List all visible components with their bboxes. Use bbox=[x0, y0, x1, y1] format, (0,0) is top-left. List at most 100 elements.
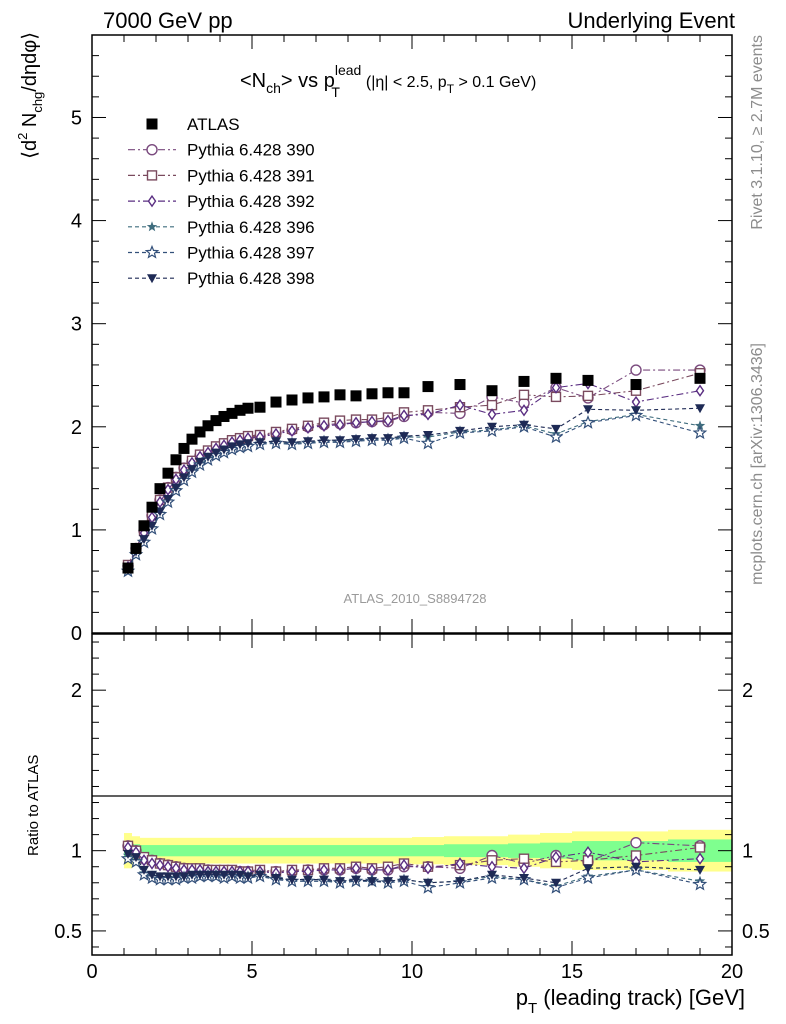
ratio-point-pythia-6-428-398 bbox=[287, 875, 297, 885]
point-atlas bbox=[218, 410, 230, 422]
title-cuts-sub: T bbox=[447, 82, 455, 96]
legend-label-pythia-6-428-390: Pythia 6.428 390 bbox=[187, 141, 315, 160]
point-atlas bbox=[398, 387, 410, 399]
series-line-pythia-6-428-390 bbox=[127, 369, 700, 567]
point-pythia-6-428-396 bbox=[694, 420, 706, 431]
point-pythia-6-428-398 bbox=[139, 535, 149, 545]
ratio-point-pythia-6-428-398 bbox=[163, 872, 173, 882]
ylabel-part-2: N bbox=[19, 113, 41, 133]
point-pythia-6-428-392 bbox=[519, 404, 529, 417]
top-y-tick-label: 3 bbox=[71, 314, 82, 336]
ratio-point-pythia-6-428-398 bbox=[335, 877, 345, 887]
ylabel-part-1: 2 bbox=[15, 133, 30, 140]
ratio-point-pythia-6-428-398 bbox=[123, 849, 133, 859]
ratio-point-pythia-6-428-390 bbox=[630, 836, 642, 849]
mcplots-text: mcplots.cern.ch [arXiv:1306.3436] bbox=[749, 343, 766, 585]
point-atlas bbox=[582, 374, 594, 386]
legend-marker-pythia-6-428-398 bbox=[147, 274, 157, 284]
point-pythia-6-428-398 bbox=[455, 426, 465, 436]
plot-title: <Nch> vs plead T(|η| < 2.5, pT > 0.1 GeV) bbox=[240, 62, 536, 100]
ratio-panel-data bbox=[120, 836, 708, 894]
point-pythia-6-428-397 bbox=[420, 435, 436, 450]
ratio-point-pythia-6-428-398 bbox=[243, 872, 253, 882]
point-pythia-6-428-392 bbox=[287, 424, 297, 438]
point-pythia-6-428-398 bbox=[319, 436, 329, 446]
legend-marker-atlas bbox=[146, 118, 158, 130]
ratio-point-pythia-6-428-398 bbox=[219, 870, 229, 880]
top-panel-data bbox=[120, 364, 708, 578]
ratio-point-pythia-6-428-398 bbox=[695, 865, 705, 875]
x-tick-label: 15 bbox=[561, 961, 583, 983]
point-pythia-6-428-392 bbox=[631, 395, 641, 409]
series-line-pythia-6-428-392 bbox=[127, 382, 701, 568]
ratio-y-tick-label-right: 1 bbox=[742, 841, 753, 863]
header-left: 7000 GeV pp bbox=[103, 8, 233, 33]
point-atlas bbox=[318, 391, 330, 403]
point-pythia-6-428-398 bbox=[399, 432, 409, 442]
ratio-y-tick-label: 2 bbox=[71, 680, 82, 702]
ratio-point-pythia-6-428-398 bbox=[179, 872, 189, 882]
ratio-point-pythia-6-428-398 bbox=[631, 862, 641, 872]
point-pythia-6-428-392 bbox=[551, 381, 561, 394]
point-atlas bbox=[366, 388, 378, 400]
point-pythia-6-428-392 bbox=[367, 415, 377, 428]
ratio-point-pythia-6-428-392 bbox=[351, 862, 361, 875]
point-pythia-6-428-398 bbox=[163, 494, 173, 504]
ratio-point-pythia-6-428-398 bbox=[319, 875, 329, 885]
point-pythia-6-428-398 bbox=[695, 404, 705, 414]
header-right: Underlying Event bbox=[567, 8, 735, 33]
point-atlas bbox=[146, 501, 158, 513]
point-atlas bbox=[550, 372, 562, 384]
ratio-point-pythia-6-428-392 bbox=[399, 858, 409, 872]
ratio-line-pythia-6-428-392 bbox=[127, 847, 701, 874]
ratio-point-pythia-6-428-398 bbox=[195, 870, 205, 880]
title-cuts: (|η| < 2.5, p bbox=[366, 74, 447, 91]
ratio-y-tick-label-right: 0.5 bbox=[742, 921, 770, 943]
point-pythia-6-428-390 bbox=[630, 364, 642, 376]
point-pythia-6-428-398 bbox=[271, 437, 281, 447]
ratio-point-pythia-6-428-398 bbox=[139, 865, 149, 875]
point-pythia-6-428-398 bbox=[235, 440, 245, 450]
legend-label-pythia-6-428-398: Pythia 6.428 398 bbox=[187, 269, 315, 288]
point-pythia-6-428-398 bbox=[487, 422, 497, 432]
point-pythia-6-428-398 bbox=[383, 434, 393, 444]
point-atlas bbox=[194, 426, 206, 438]
point-atlas bbox=[186, 433, 198, 445]
ratio-point-pythia-6-428-398 bbox=[171, 872, 181, 882]
ratio-point-pythia-6-428-398 bbox=[519, 873, 529, 883]
ratio-point-pythia-6-428-398 bbox=[271, 873, 281, 883]
point-pythia-6-428-398 bbox=[367, 434, 377, 444]
point-pythia-6-428-398 bbox=[287, 438, 297, 448]
point-atlas bbox=[630, 379, 642, 391]
point-pythia-6-428-392 bbox=[303, 421, 313, 435]
title-vs: > vs p bbox=[281, 70, 335, 92]
point-pythia-6-428-397 bbox=[580, 415, 596, 429]
point-atlas bbox=[486, 385, 498, 397]
ratio-point-pythia-6-428-392 bbox=[163, 860, 173, 873]
point-pythia-6-428-398 bbox=[551, 424, 561, 434]
band-inner-segment bbox=[220, 845, 316, 857]
legend-label-pythia-6-428-391: Pythia 6.428 391 bbox=[187, 166, 315, 185]
ratio-line-pythia-6-428-398 bbox=[127, 853, 701, 884]
legend-marker-pythia-6-428-392 bbox=[147, 194, 157, 208]
legend-label-pythia-6-428-392: Pythia 6.428 392 bbox=[187, 192, 315, 211]
point-atlas bbox=[130, 542, 142, 554]
point-atlas bbox=[178, 442, 190, 454]
legend-marker-pythia-6-428-390 bbox=[146, 143, 158, 156]
legend-label-pythia-6-428-396: Pythia 6.428 396 bbox=[187, 218, 315, 237]
ratio-point-pythia-6-428-398 bbox=[583, 864, 593, 874]
point-atlas bbox=[226, 407, 238, 419]
ratio-point-pythia-6-428-391 bbox=[518, 853, 530, 864]
point-pythia-6-428-391 bbox=[582, 390, 594, 402]
ratio-point-pythia-6-428-398 bbox=[367, 877, 377, 887]
point-pythia-6-428-398 bbox=[227, 442, 237, 452]
ratio-point-pythia-6-428-398 bbox=[455, 877, 465, 887]
point-atlas bbox=[170, 454, 182, 466]
ratio-y-tick-label: 1 bbox=[71, 841, 82, 863]
top-y-tick-label: 1 bbox=[71, 520, 82, 542]
top-y-tick-label: 4 bbox=[71, 211, 82, 233]
legend: ATLAS Pythia 6.428 390 Pythia 6.428 391 Pyt… bbox=[128, 115, 315, 288]
top-y-tick-label: 5 bbox=[71, 107, 82, 129]
point-pythia-6-428-398 bbox=[195, 457, 205, 467]
